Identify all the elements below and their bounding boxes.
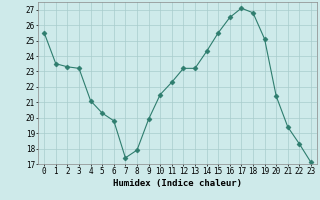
X-axis label: Humidex (Indice chaleur): Humidex (Indice chaleur) [113,179,242,188]
